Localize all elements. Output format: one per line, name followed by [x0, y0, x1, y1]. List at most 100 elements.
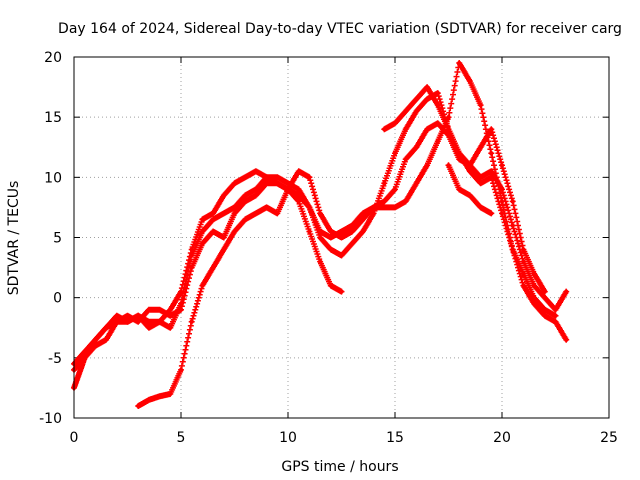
data-point [200, 229, 205, 234]
data-point [424, 163, 430, 168]
x-tick-label: 25 [600, 430, 618, 446]
data-point [521, 283, 526, 288]
data-point [200, 241, 205, 246]
y-tick-label: 0 [53, 291, 62, 307]
data-point [328, 247, 333, 252]
data-point [542, 313, 547, 318]
data-point [350, 241, 355, 246]
data-point [136, 403, 141, 409]
data-point [93, 337, 98, 342]
data-point [553, 307, 558, 312]
y-tick-label: 10 [44, 170, 62, 186]
data-point [221, 235, 226, 240]
series-track-5 [381, 84, 570, 313]
data-point [510, 247, 515, 252]
data-point [478, 145, 483, 150]
y-tick-label: -10 [39, 411, 62, 427]
data-point [275, 181, 280, 186]
data-point [189, 253, 194, 258]
data-point [285, 187, 291, 192]
y-tick-label: -5 [48, 351, 62, 367]
data-point [328, 235, 333, 240]
data-point [360, 229, 366, 234]
chart-title: Day 164 of 2024, Sidereal Day-to-day VTE… [58, 21, 622, 37]
data-point [478, 205, 483, 210]
data-point [424, 84, 430, 90]
data-point [136, 319, 141, 324]
data-point [414, 109, 419, 114]
data-point [499, 199, 505, 204]
data-point [200, 217, 205, 222]
x-axis-label: GPS time / hours [281, 459, 398, 475]
data-point [521, 259, 526, 264]
data-point [328, 229, 333, 234]
data-point [125, 319, 130, 324]
y-tick-label: 5 [53, 231, 62, 247]
x-tick-label: 10 [279, 430, 297, 446]
data-point [564, 289, 569, 294]
data-point [478, 181, 483, 186]
data-point [360, 217, 366, 222]
x-tick-label: 5 [177, 430, 186, 446]
data-point [435, 90, 440, 96]
data-point [350, 229, 355, 234]
x-tick-label: 20 [493, 430, 511, 446]
axis-ticks: 0 5 10 15 20 25 -10 -5 0 5 10 15 20 [39, 50, 618, 446]
x-tick-label: 15 [386, 430, 404, 446]
data-point [435, 102, 440, 108]
data-point [157, 307, 162, 312]
y-tick-label: 15 [44, 110, 62, 126]
data-point [210, 211, 216, 216]
data-point [307, 229, 312, 234]
data-point [275, 175, 280, 180]
data-point [221, 193, 226, 198]
data-point [382, 205, 387, 210]
data-point [264, 175, 269, 180]
plot-frame [73, 56, 610, 419]
data-point [82, 349, 87, 354]
data-point [467, 193, 473, 198]
data-point [103, 325, 109, 330]
data-point [114, 319, 120, 324]
data-point [435, 139, 440, 144]
data-point [467, 78, 473, 84]
data-point [114, 313, 120, 318]
data-point [446, 115, 451, 120]
data-point [168, 307, 173, 312]
data-point [221, 247, 226, 252]
data-point [339, 253, 344, 258]
data-point [521, 247, 526, 252]
data-point [168, 391, 173, 397]
data-point [414, 96, 419, 102]
data-point [414, 145, 419, 150]
data-point [243, 217, 248, 222]
data-point [382, 199, 387, 204]
data-point [253, 193, 259, 198]
data-point [403, 109, 408, 114]
data-point [542, 295, 547, 300]
y-axis-label: SDTVAR / TECUs [6, 181, 22, 296]
data-point [424, 127, 430, 132]
data-point [457, 187, 462, 192]
series-track-2 [71, 120, 548, 373]
data-point [424, 96, 430, 102]
series-markers [71, 120, 548, 373]
data-point [499, 187, 505, 192]
data-point [328, 283, 333, 288]
data-point [414, 181, 419, 186]
data-point [489, 127, 494, 132]
data-point [392, 205, 398, 210]
data-point [317, 211, 323, 216]
data-point [489, 211, 494, 216]
data-point [531, 271, 537, 276]
data-point [382, 181, 387, 186]
data-point [232, 211, 237, 216]
data-point [382, 127, 387, 132]
data-point [178, 367, 184, 373]
data-point [78, 367, 83, 373]
x-tick-label: 0 [70, 430, 79, 446]
data-point [489, 151, 494, 156]
data-point [307, 175, 312, 180]
data-point [189, 319, 194, 324]
